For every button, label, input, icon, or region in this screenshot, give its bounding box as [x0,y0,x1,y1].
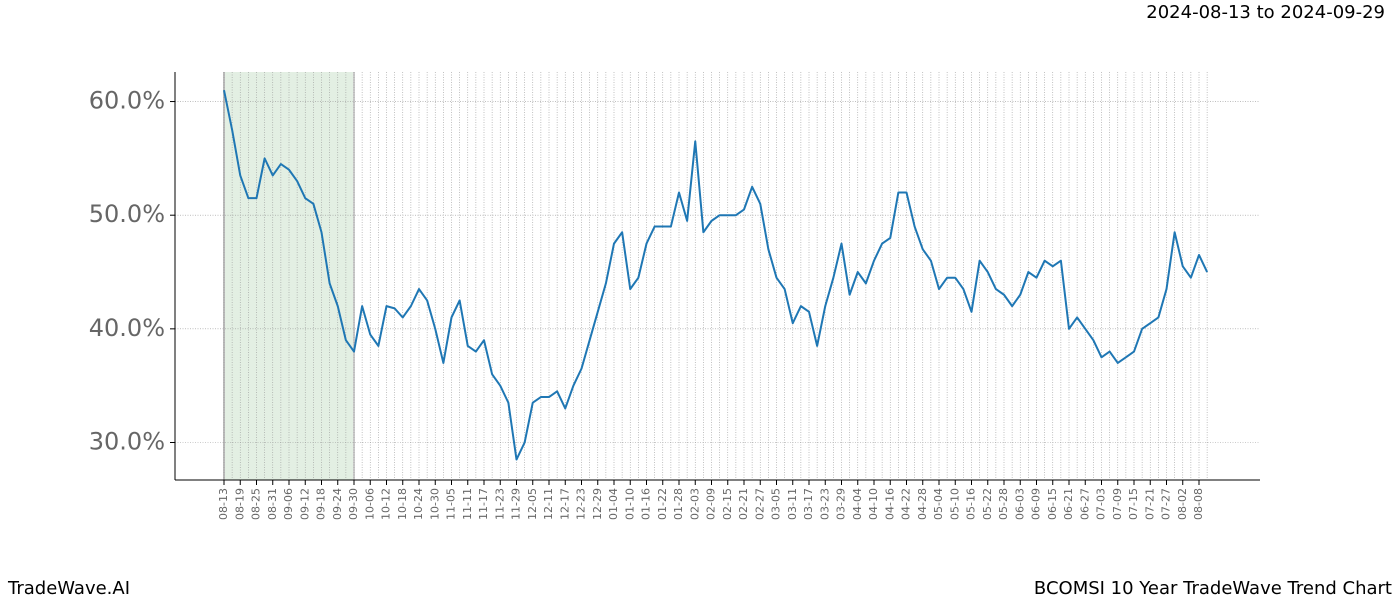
y-tick-label: 40.0% [89,314,165,342]
date-range: 2024-08-13 to 2024-09-29 [1146,2,1385,23]
x-tick-label: 11-05 [445,488,458,520]
y-tick-label: 50.0% [89,200,165,228]
x-tick-label: 09-18 [315,488,328,520]
brand: TradeWave.AI [7,578,130,599]
x-tick-label: 04-28 [916,488,929,520]
x-tick-label: 07-09 [1111,488,1124,520]
x-tick-label: 02-27 [753,488,766,520]
x-tick-label: 06-09 [1030,488,1043,520]
x-tick-label: 01-04 [607,488,620,520]
x-tick-label: 03-11 [786,488,799,520]
x-tick-label: 03-05 [770,488,783,520]
x-tick-label: 12-11 [542,488,555,520]
x-tick-label: 08-02 [1176,488,1189,520]
x-tick-label: 08-13 [217,488,230,520]
y-tick-label: 60.0% [89,87,165,115]
x-tick-label: 10-18 [396,488,409,520]
x-tick-label: 05-10 [948,488,961,520]
x-tick-label: 08-19 [233,488,246,520]
x-tick-label: 05-16 [965,488,978,520]
x-tick-label: 10-30 [428,488,441,520]
x-tick-label: 12-17 [558,488,571,520]
x-tick-label: 04-22 [900,488,913,520]
trend-line [223,89,1209,461]
x-tick-label: 08-08 [1192,488,1205,520]
highlight-region [224,72,354,480]
x-tick-label: 03-17 [802,488,815,520]
x-tick-label: 08-31 [266,488,279,520]
x-tick-label: 07-21 [1143,488,1156,520]
x-tick-label: 11-11 [461,488,474,520]
x-tick-label: 05-04 [932,488,945,520]
x-tick-label: 11-23 [493,488,506,520]
x-tick-label: 05-22 [981,488,994,520]
x-tick-label: 09-24 [331,488,344,520]
x-tick-label: 11-17 [477,488,490,520]
x-tick-label: 11-29 [510,488,523,520]
x-tick-label: 08-25 [250,488,263,520]
x-tick-label: 07-27 [1160,488,1173,520]
y-tick-label: 30.0% [89,427,165,455]
x-tick-label: 02-15 [721,488,734,520]
x-tick-label: 10-06 [363,488,376,520]
x-tick-label: 01-16 [640,488,653,520]
x-tick-label: 04-10 [867,488,880,520]
caption: BCOMSI 10 Year TradeWave Trend Chart [1034,578,1392,599]
x-tick-label: 12-05 [526,488,539,520]
x-tick-label: 06-03 [1013,488,1026,520]
x-tick-label: 04-04 [851,488,864,520]
x-tick-label: 09-12 [298,488,311,520]
x-tick-label: 01-28 [672,488,685,520]
x-tick-label: 10-24 [412,488,425,520]
x-tick-label: 07-15 [1127,488,1140,520]
x-tick-label: 01-22 [656,488,669,520]
x-tick-label: 09-06 [282,488,295,520]
x-tick-label: 06-21 [1062,488,1075,520]
x-tick-label: 03-23 [818,488,831,520]
x-tick-label: 12-23 [575,488,588,520]
x-tick-label: 03-29 [835,488,848,520]
x-tick-label: 04-16 [883,488,896,520]
x-tick-label: 07-03 [1095,488,1108,520]
x-tick-label: 10-12 [380,488,393,520]
x-tick-label: 01-10 [623,488,636,520]
x-tick-label: 09-30 [347,488,360,520]
x-tick-label: 05-28 [997,488,1010,520]
x-tick-label: 06-15 [1046,488,1059,520]
x-tick-label: 02-21 [737,488,750,520]
x-tick-label: 02-03 [688,488,701,520]
x-tick-label: 06-27 [1078,488,1091,520]
x-tick-label: 02-09 [705,488,718,520]
x-tick-label: 12-29 [591,488,604,520]
